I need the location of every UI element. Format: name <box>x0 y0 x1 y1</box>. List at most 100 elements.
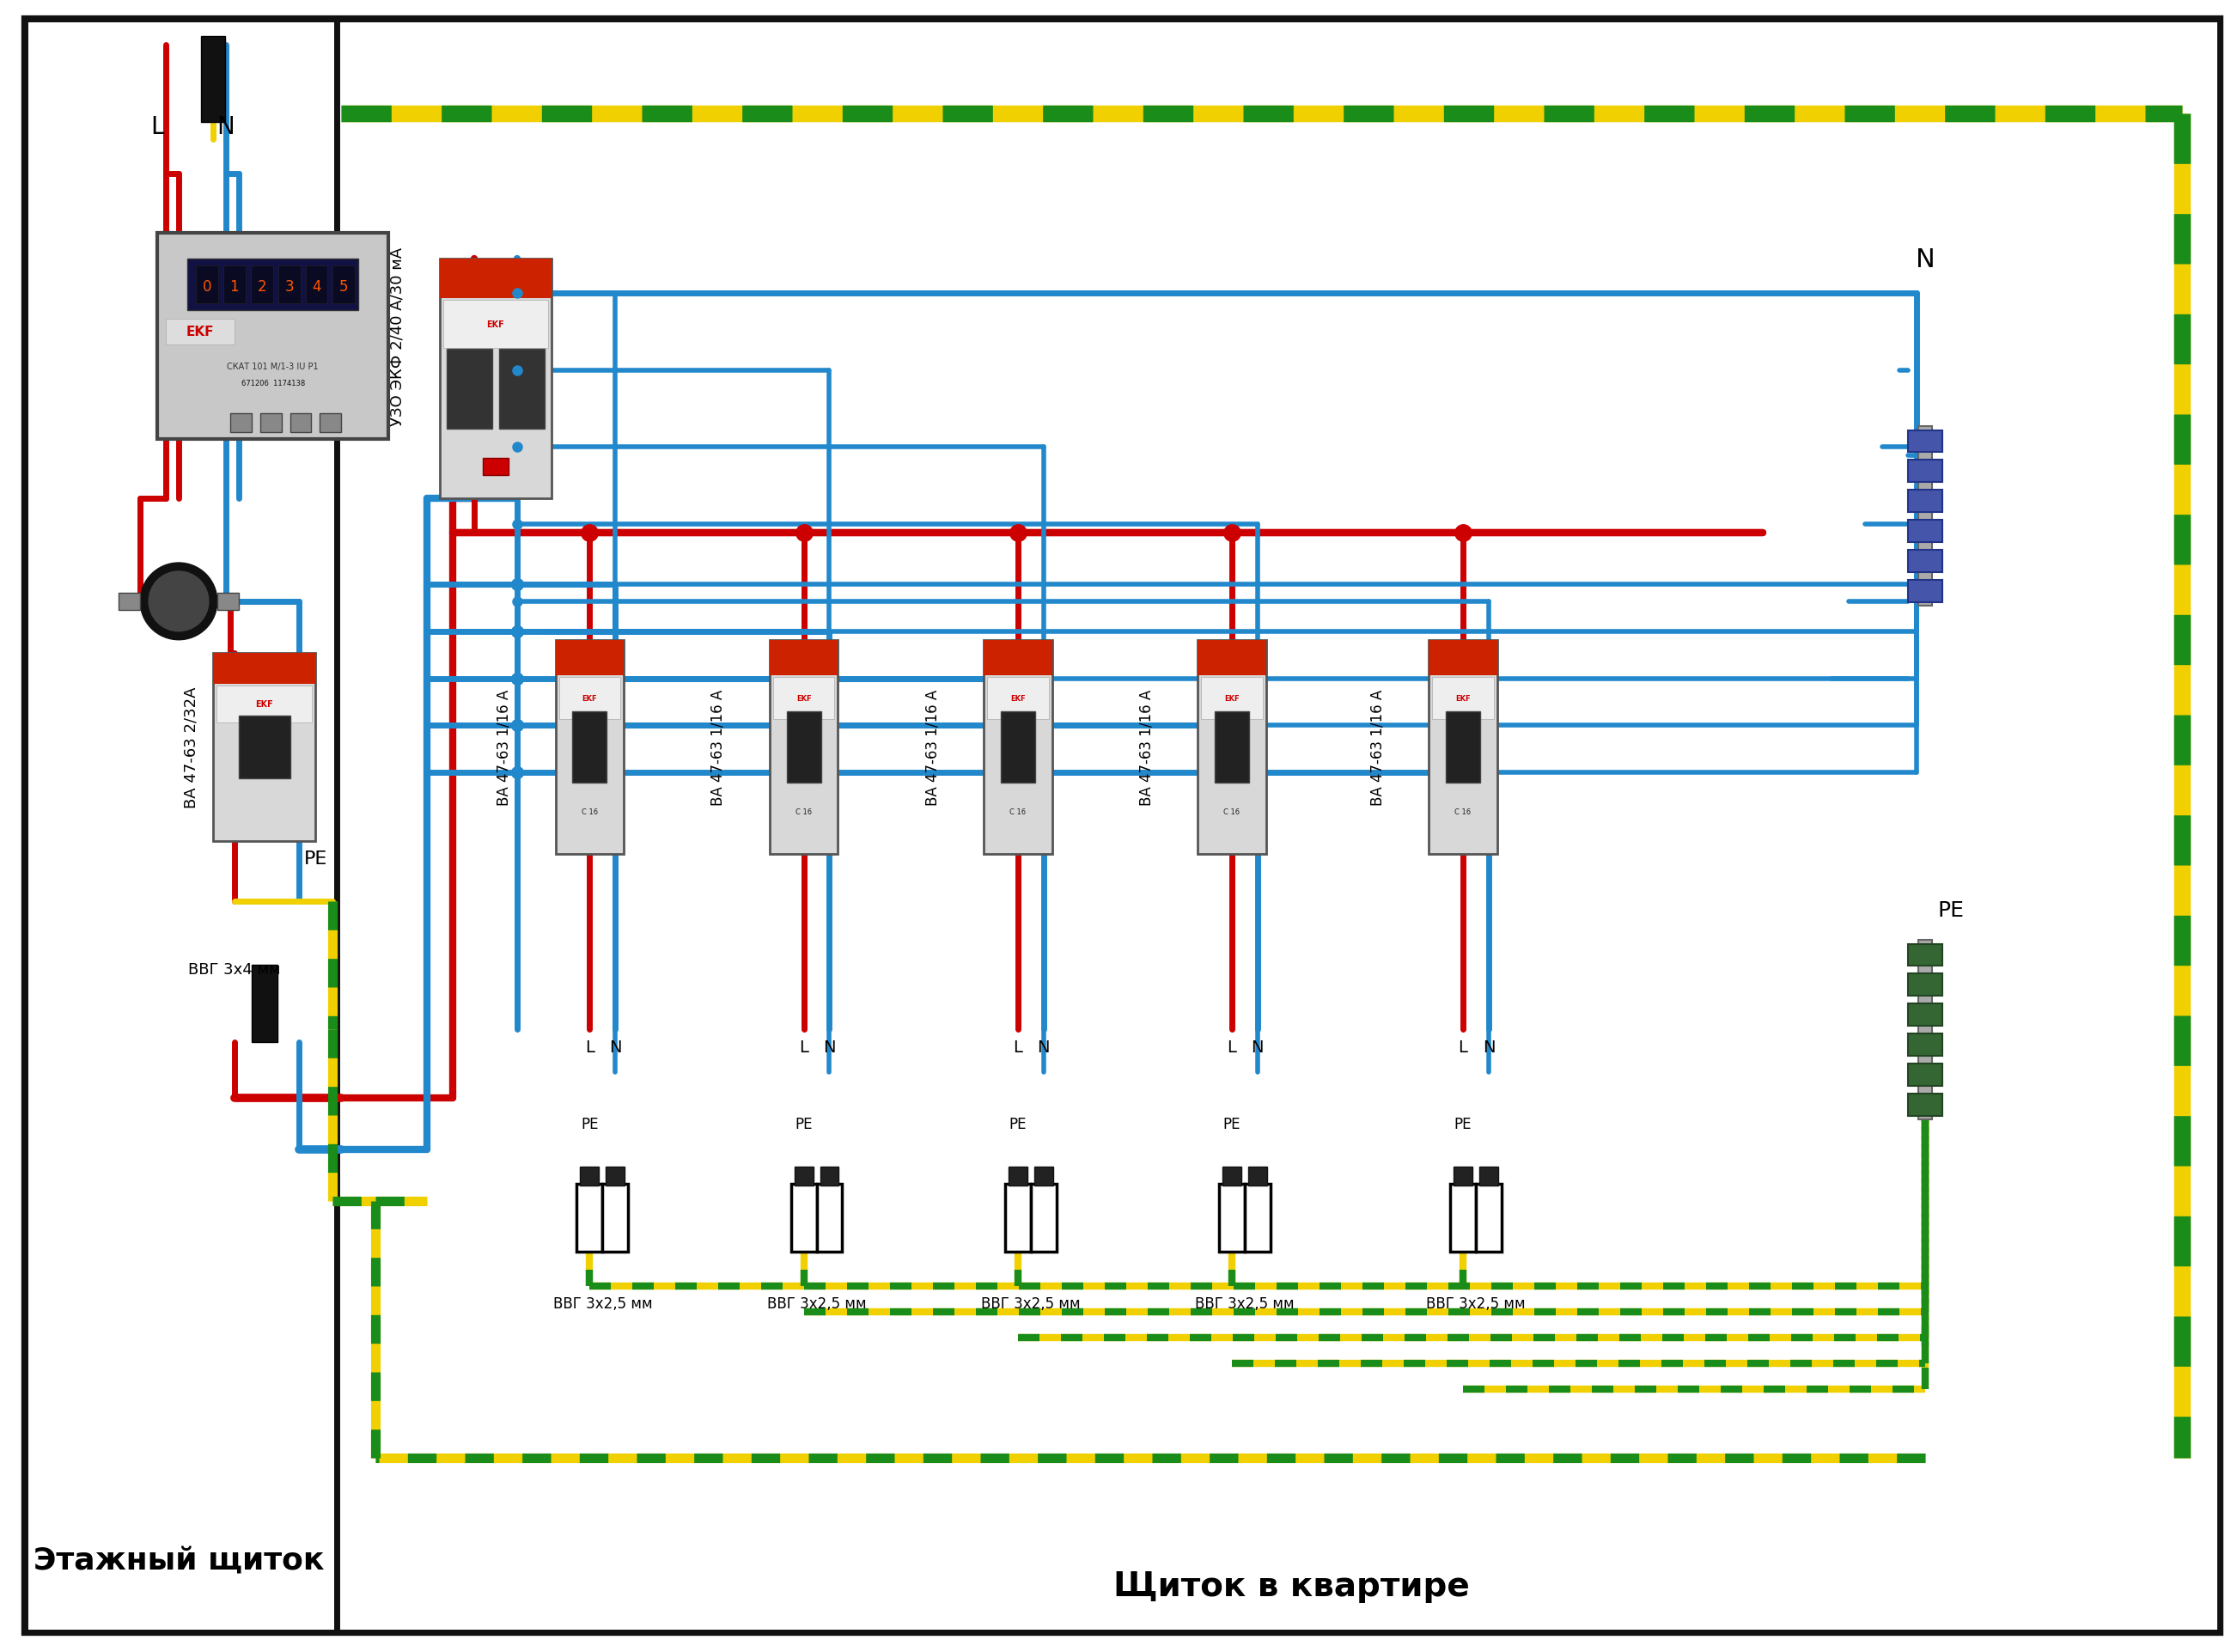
Text: ВА 47-63 1/16 А: ВА 47-63 1/16 А <box>1139 689 1154 805</box>
Text: L: L <box>150 116 163 139</box>
Bar <box>251 965 277 1042</box>
Text: ВА 47-63 1/16 А: ВА 47-63 1/16 А <box>711 689 725 805</box>
Bar <box>792 1184 817 1252</box>
Text: ВА 47-63 1/16 А: ВА 47-63 1/16 А <box>1369 689 1385 805</box>
Bar <box>1908 1034 1942 1056</box>
Bar <box>188 259 358 311</box>
Text: N: N <box>1483 1039 1494 1056</box>
Bar <box>1908 1004 1942 1026</box>
Bar <box>606 1166 624 1186</box>
Bar <box>770 641 839 854</box>
Bar <box>499 349 544 430</box>
Text: PE: PE <box>304 849 327 867</box>
Bar <box>1476 1184 1501 1252</box>
Bar <box>441 259 550 299</box>
Bar <box>770 641 839 676</box>
Bar <box>251 266 273 304</box>
Text: EKF: EKF <box>582 694 597 702</box>
Text: ВА 47-63 1/16 А: ВА 47-63 1/16 А <box>924 689 940 805</box>
Text: ВВГ 3х2,5 мм: ВВГ 3х2,5 мм <box>982 1295 1080 1312</box>
Text: N: N <box>1915 248 1935 273</box>
Bar <box>555 641 624 854</box>
Text: EKF: EKF <box>255 700 273 709</box>
Bar <box>291 413 311 433</box>
Text: СКАТ 101 М/1-3 IU P1: СКАТ 101 М/1-3 IU P1 <box>228 362 318 370</box>
Bar <box>1908 461 1942 482</box>
Bar <box>1215 712 1248 783</box>
Bar <box>1197 641 1266 854</box>
Text: PE: PE <box>794 1117 812 1132</box>
Bar <box>577 1184 602 1252</box>
Bar <box>1432 677 1494 720</box>
Bar <box>1429 641 1497 676</box>
Bar <box>1219 1184 1244 1252</box>
Text: 671206  1174138: 671206 1174138 <box>242 380 304 388</box>
Bar <box>224 266 246 304</box>
Bar <box>213 653 315 841</box>
Bar <box>441 259 550 499</box>
Bar <box>213 653 315 684</box>
Text: C 16: C 16 <box>796 808 812 816</box>
Text: L: L <box>1459 1039 1467 1056</box>
Text: ВВГ 3х2,5 мм: ВВГ 3х2,5 мм <box>1427 1295 1526 1312</box>
Text: PE: PE <box>1454 1117 1472 1132</box>
Bar <box>483 459 508 476</box>
Bar <box>1908 1094 1942 1117</box>
Text: L: L <box>799 1039 808 1056</box>
Text: EKF: EKF <box>1456 694 1470 702</box>
Bar <box>119 593 141 610</box>
Circle shape <box>141 563 217 641</box>
Bar <box>1033 1166 1054 1186</box>
Bar <box>821 1166 839 1186</box>
Bar <box>555 641 624 676</box>
Text: PE: PE <box>1009 1117 1027 1132</box>
Text: EKF: EKF <box>186 325 215 339</box>
Bar <box>447 349 492 430</box>
Bar <box>1197 641 1266 676</box>
Text: EKF: EKF <box>796 694 812 702</box>
Bar <box>25 20 338 1632</box>
Bar <box>217 686 313 724</box>
Text: L: L <box>1228 1039 1237 1056</box>
Bar <box>1429 641 1497 854</box>
Bar <box>1919 940 1933 1120</box>
Bar <box>987 677 1049 720</box>
Text: N: N <box>217 116 235 139</box>
Text: ВВГ 3х2,5 мм: ВВГ 3х2,5 мм <box>767 1295 866 1312</box>
Text: ВВГ 3х2,5 мм: ВВГ 3х2,5 мм <box>553 1295 653 1312</box>
Bar <box>259 413 282 433</box>
Text: N: N <box>608 1039 622 1056</box>
Bar <box>1908 975 1942 996</box>
Bar <box>1445 712 1481 783</box>
Text: N: N <box>1250 1039 1264 1056</box>
Bar <box>817 1184 843 1252</box>
Bar <box>197 266 217 304</box>
Bar <box>1201 677 1262 720</box>
Text: N: N <box>1038 1039 1049 1056</box>
Bar <box>1454 1166 1472 1186</box>
Text: PE: PE <box>1224 1117 1242 1132</box>
Bar <box>794 1166 812 1186</box>
Bar <box>1450 1184 1476 1252</box>
Bar <box>787 712 821 783</box>
Bar <box>306 266 327 304</box>
Bar <box>166 319 235 345</box>
Text: Этажный щиток: Этажный щиток <box>34 1546 324 1574</box>
Bar <box>1000 712 1036 783</box>
Bar <box>1244 1184 1271 1252</box>
Text: L: L <box>1013 1039 1022 1056</box>
Text: N: N <box>823 1039 837 1056</box>
Bar <box>333 266 356 304</box>
Bar <box>1908 580 1942 603</box>
Text: C 16: C 16 <box>1009 808 1027 816</box>
Bar <box>1908 520 1942 544</box>
Bar <box>984 641 1051 676</box>
Text: ВВГ 3х4 мм: ВВГ 3х4 мм <box>188 961 280 978</box>
Bar <box>1248 1166 1266 1186</box>
Text: 5: 5 <box>340 279 349 294</box>
Text: ВА 47-63 2/32А: ВА 47-63 2/32А <box>183 687 199 808</box>
Bar <box>157 235 389 439</box>
Bar <box>602 1184 629 1252</box>
Text: 3: 3 <box>284 279 293 294</box>
Bar <box>1031 1184 1056 1252</box>
